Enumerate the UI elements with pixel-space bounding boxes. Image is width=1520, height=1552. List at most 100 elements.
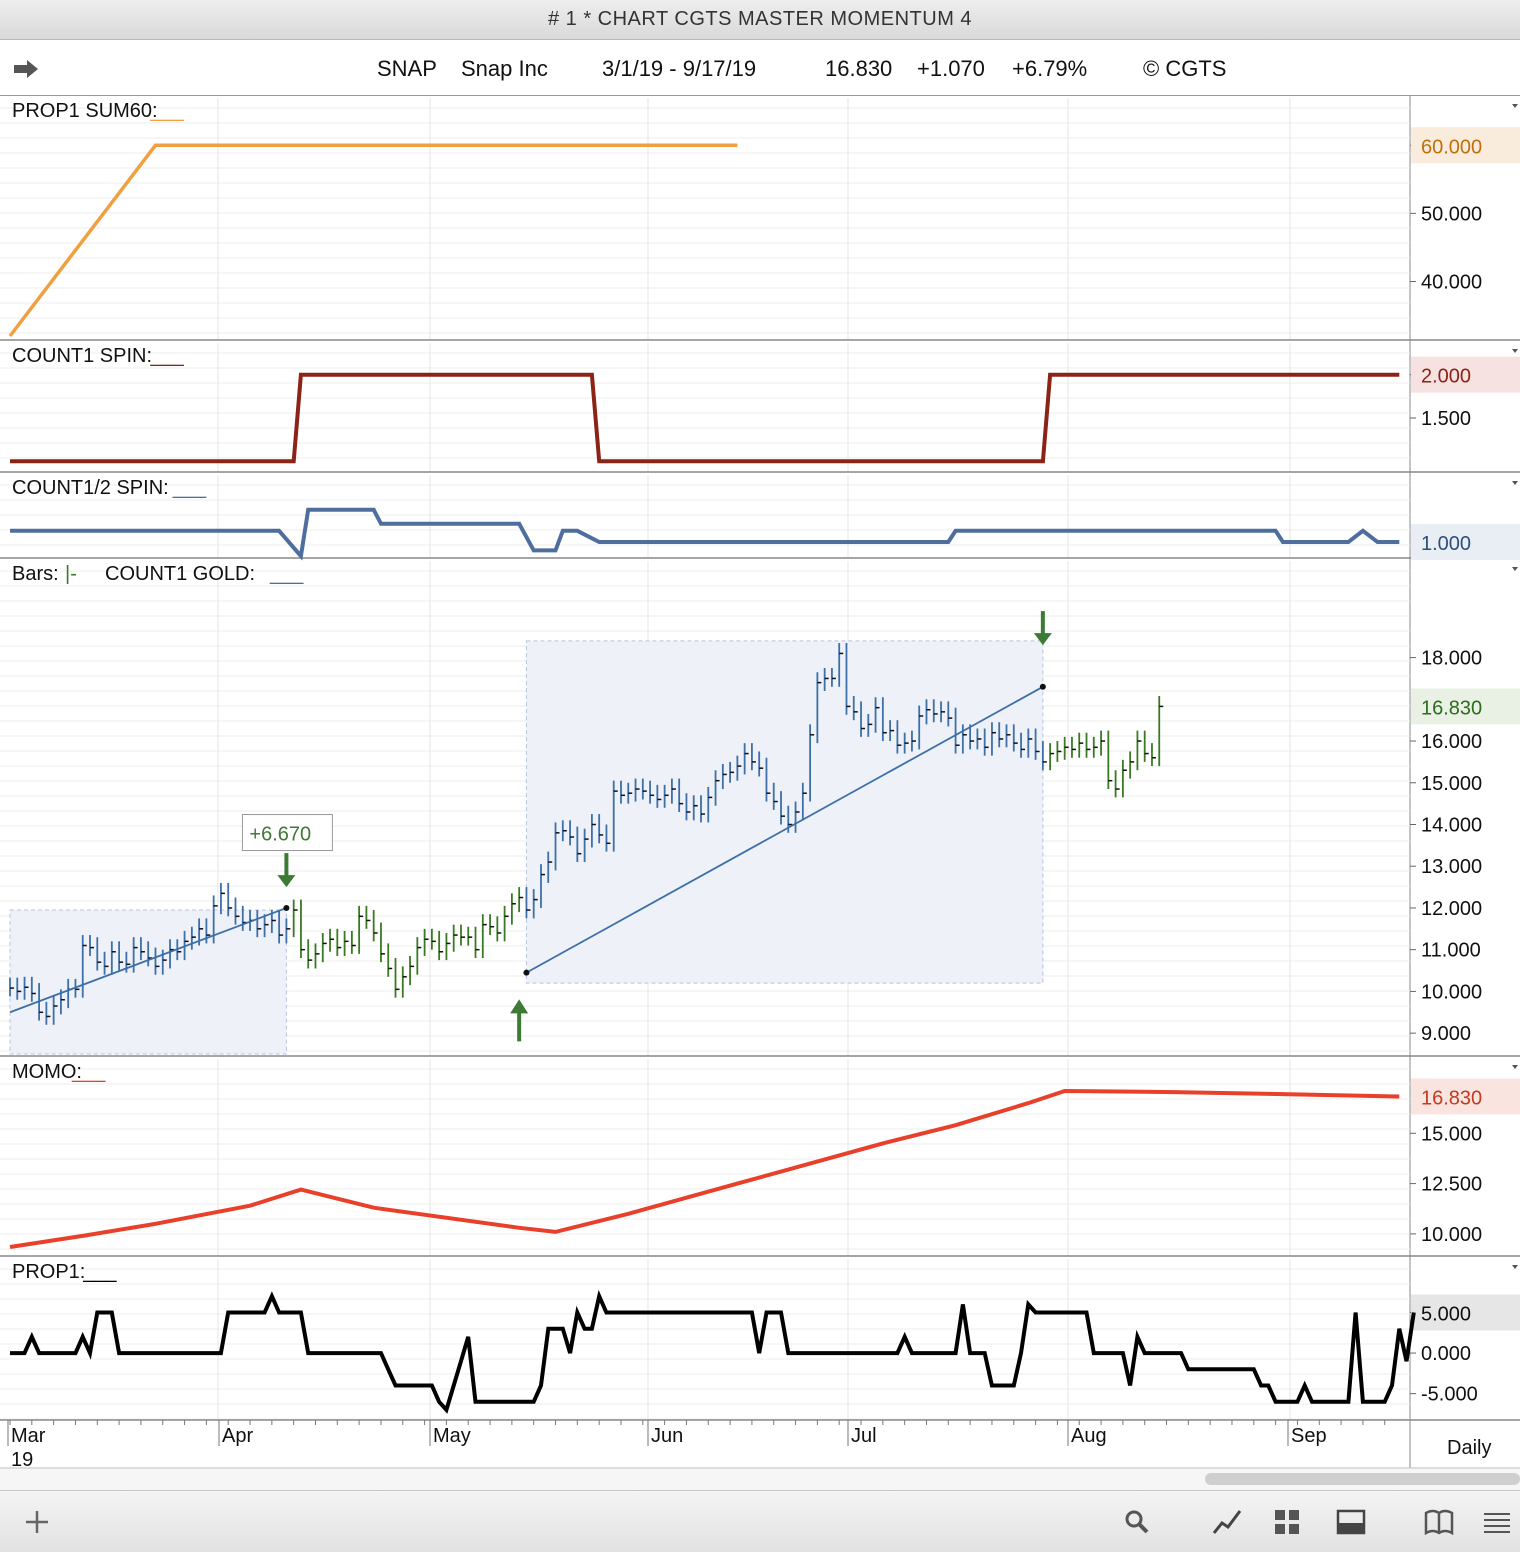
- net-change-label: +1.070: [917, 56, 985, 81]
- buy-signal-arrow-icon: [510, 999, 529, 1042]
- panel-title: PROP1 SUM60:: [12, 100, 158, 122]
- x-month-label: Jun: [651, 1425, 683, 1447]
- panel-5: 15.000 12.500 10.000 16.830 MOMO:___: [0, 1059, 1520, 1257]
- panel-menu-caret-icon: [1512, 567, 1518, 571]
- x-month-label: Apr: [222, 1425, 253, 1447]
- sell-signal-arrow-icon: [277, 853, 296, 888]
- percent-change-label: +6.79%: [1012, 56, 1088, 81]
- momo-line: [9, 1088, 1400, 1249]
- pivot-point: [283, 904, 290, 911]
- y-tick-label: 0.000: [1421, 1343, 1471, 1365]
- last-value-badge: [1411, 688, 1520, 725]
- prop-sum60-line: [8, 143, 738, 338]
- x-axis: Mar Apr May Jun Jul Aug Sep 19 Daily: [0, 1419, 1520, 1468]
- last-value-label: 60.000: [1421, 136, 1482, 158]
- panel-title: MOMO:: [12, 1061, 82, 1083]
- panel-menu-caret-icon: [1512, 104, 1518, 108]
- legend-mark: ___: [149, 345, 184, 367]
- last-value-label: 1.000: [1421, 533, 1471, 555]
- x-month-label: May: [433, 1425, 471, 1447]
- window-titlebar: # 1 * CHART CGTS MASTER MOMENTUM 4: [0, 0, 1520, 40]
- prop1-line: [10, 1289, 1416, 1414]
- last-value-label: 16.830: [1421, 1087, 1482, 1109]
- panel-4: 18.000 16.000 15.000 14.000 13.000 12.000 11.0…: [0, 561, 1520, 1057]
- last-price-label: 16.830: [825, 56, 893, 81]
- y-tick-label: 10.000: [1421, 981, 1482, 1003]
- panel-menu-caret-icon: [1512, 1265, 1518, 1269]
- x-month-label: Jul: [851, 1425, 877, 1447]
- y-tick-label: 12.500: [1421, 1174, 1482, 1196]
- window-title: # 1 * CHART CGTS MASTER MOMENTUM 4: [547, 8, 973, 30]
- interval-label: Daily: [1447, 1437, 1491, 1459]
- panel-title: PROP1:: [12, 1261, 85, 1283]
- panel-menu-caret-icon: [1512, 349, 1518, 353]
- y-tick-label: 12.000: [1421, 898, 1482, 920]
- panel-menu-caret-icon: [1512, 1065, 1518, 1069]
- x-year-label: 19: [11, 1449, 33, 1468]
- bars-mark: |-: [65, 563, 77, 585]
- x-month-label: Mar: [11, 1425, 46, 1447]
- panel-title-2: COUNT1 GOLD:: [105, 563, 255, 585]
- pivot-point: [523, 969, 530, 976]
- y-tick-label: 9.000: [1421, 1023, 1471, 1045]
- copyright-label: © CGTS: [1143, 56, 1227, 81]
- horizontal-scrollbar[interactable]: [1205, 1473, 1520, 1485]
- last-value-badge: [1411, 1078, 1520, 1115]
- last-value-badge: [1411, 1294, 1520, 1331]
- sell-signal-arrow-icon: [1033, 611, 1052, 646]
- chart-info-bar: SNAP Snap Inc 3/1/19 - 9/17/19 16.830 +1…: [0, 40, 1520, 96]
- chart-line-icon[interactable]: [1210, 1505, 1244, 1539]
- legend-mark: ___: [149, 100, 184, 122]
- last-value-label: 16.830: [1421, 697, 1482, 719]
- last-value-badge: [1411, 356, 1520, 393]
- legend-mark: ___: [269, 563, 304, 585]
- search-icon[interactable]: [1120, 1505, 1154, 1539]
- legend-mark: ___: [82, 1261, 117, 1283]
- trend-channel-box: [9, 909, 287, 1055]
- x-month-label: Sep: [1291, 1425, 1327, 1447]
- y-tick-label: 15.000: [1421, 773, 1482, 795]
- last-value-label: 2.000: [1421, 366, 1471, 388]
- y-tick-label: -5.000: [1421, 1384, 1478, 1406]
- add-icon[interactable]: [20, 1505, 54, 1539]
- pivot-point: [1039, 683, 1046, 690]
- arrow-right-icon[interactable]: [12, 58, 40, 80]
- y-tick-label: 10.000: [1421, 1224, 1482, 1246]
- y-tick-label: 18.000: [1421, 648, 1482, 670]
- panel-icon[interactable]: [1334, 1505, 1368, 1539]
- trend-channel-box: [525, 640, 1044, 984]
- gain-annotation-label: +6.670: [249, 824, 311, 846]
- bottom-toolbar: [0, 1490, 1520, 1552]
- count-half-spin-line: [10, 507, 1400, 561]
- regression-line: [525, 686, 1044, 974]
- company-label: Snap Inc: [461, 56, 548, 81]
- scroll-track: [0, 1468, 1520, 1491]
- panel-title: COUNT1 SPIN:: [12, 345, 152, 367]
- menu-icon[interactable]: [1480, 1505, 1514, 1539]
- legend-mark: ___: [172, 477, 207, 499]
- y-tick-label: 13.000: [1421, 856, 1482, 878]
- panel-title: COUNT1/2 SPIN:: [12, 477, 169, 499]
- legend-mark: ___: [71, 1061, 106, 1083]
- symbol-label: SNAP: [377, 56, 437, 81]
- last-value-label: 5.000: [1421, 1303, 1471, 1325]
- grid-icon[interactable]: [1270, 1505, 1304, 1539]
- y-tick-label: 14.000: [1421, 815, 1482, 837]
- y-tick-label: 1.500: [1421, 408, 1471, 430]
- count1-spin-line: [10, 372, 1400, 464]
- y-tick-label: 15.000: [1421, 1123, 1482, 1145]
- y-tick-label: 40.000: [1421, 272, 1482, 294]
- y-tick-label: 50.000: [1421, 203, 1482, 225]
- date-range-label: 3/1/19 - 9/17/19: [602, 56, 757, 81]
- y-tick-label: 16.000: [1421, 731, 1482, 753]
- panel-title: Bars:: [12, 563, 59, 585]
- y-tick-label: 11.000: [1421, 940, 1481, 962]
- book-icon[interactable]: [1422, 1505, 1456, 1539]
- last-value-badge: [1411, 524, 1520, 560]
- regression-line: [9, 907, 287, 1014]
- panel-menu-caret-icon: [1512, 481, 1518, 485]
